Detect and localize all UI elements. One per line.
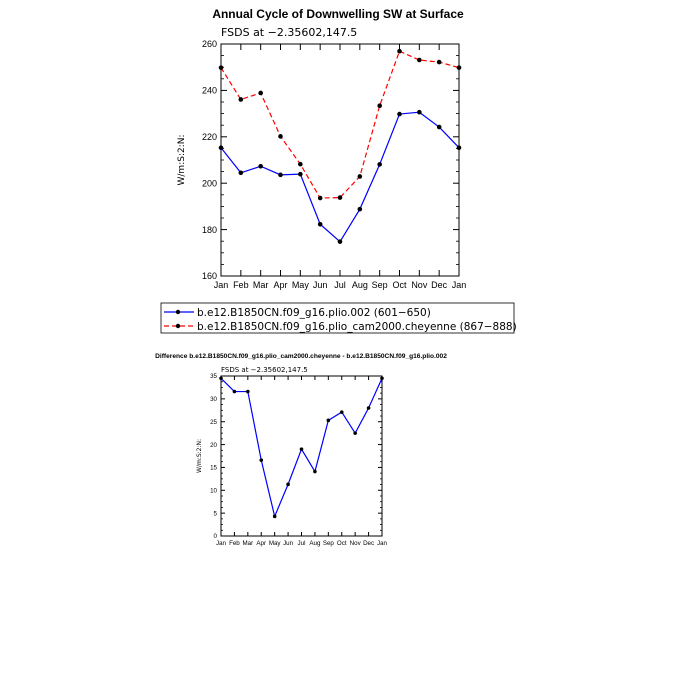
data-point	[337, 239, 343, 244]
data-point	[417, 57, 422, 63]
data-point	[278, 172, 283, 178]
data-point	[377, 103, 382, 109]
y-tick-label: 20	[210, 442, 217, 449]
data-point	[278, 134, 283, 139]
y-tick-label: 0	[214, 533, 218, 540]
x-tick-label: Jul	[334, 280, 346, 290]
data-point	[272, 514, 277, 519]
legend-label-series-2: b.e12.B1850CN.f09_g16.plio_cam2000.cheye…	[197, 321, 517, 333]
data-point	[397, 111, 402, 117]
x-tick-label: May	[292, 280, 310, 290]
y-tick-label: 5	[214, 510, 218, 517]
x-tick-label: Nov	[411, 280, 428, 290]
data-point	[218, 65, 224, 70]
chart-title: Annual Cycle of Downwelling SW at Surfac…	[212, 7, 464, 21]
data-point	[232, 389, 237, 394]
data-point	[337, 195, 343, 200]
data-point	[353, 431, 357, 435]
data-point	[238, 170, 244, 176]
x-tick-label: Jan	[452, 280, 467, 290]
annual-cycle-chart: Annual Cycle of Downwelling SW at Surfac…	[177, 7, 466, 290]
x-tick-label: Jan	[214, 280, 229, 290]
data-point	[339, 410, 344, 414]
data-point	[366, 406, 371, 410]
y-tick-label: 10	[210, 488, 217, 495]
data-point	[258, 163, 263, 169]
data-point	[397, 48, 402, 54]
data-point	[436, 59, 442, 65]
data-point	[456, 145, 462, 151]
data-point	[246, 389, 250, 394]
x-tick-label: Apr	[273, 280, 287, 290]
data-point	[317, 221, 323, 227]
x-tick-label: May	[269, 540, 282, 547]
plot-frame	[220, 375, 383, 537]
data-point	[456, 65, 462, 70]
data-point	[219, 376, 223, 381]
legend-box	[160, 302, 515, 334]
data-point	[377, 162, 382, 167]
y-axis-label: W/m:S:2:N:	[196, 439, 203, 473]
y-tick-label: 180	[202, 225, 217, 235]
data-point	[286, 482, 290, 487]
data-point	[299, 447, 304, 451]
y-tick-label: 160	[202, 271, 217, 281]
x-tick-label: Feb	[233, 280, 249, 290]
data-point	[357, 174, 363, 179]
x-tick-label: Jul	[298, 540, 306, 547]
legend-label-series-1: b.e12.B1850CN.f09_g16.plio.002 (601−650)	[197, 307, 431, 319]
series-line-1	[220, 377, 383, 519]
series-line-1	[220, 111, 460, 243]
data-point	[436, 124, 442, 130]
data-point	[417, 109, 422, 115]
data-point	[357, 206, 363, 212]
data-point	[259, 458, 264, 462]
y-tick-label: 220	[202, 132, 217, 142]
x-tick-label: Aug	[352, 280, 368, 290]
y-axis-label: W/m:S:2:N:	[177, 135, 187, 186]
y-tick-label: 240	[202, 86, 217, 96]
data-point	[298, 171, 303, 177]
x-tick-label: Feb	[229, 540, 240, 547]
x-tick-label: Mar	[253, 280, 269, 290]
data-point	[218, 145, 224, 151]
x-tick-label: Jun	[313, 280, 328, 290]
x-tick-label: Sep	[323, 540, 335, 547]
series-line-2	[220, 50, 460, 199]
x-tick-label: Oct	[392, 280, 407, 290]
data-point	[313, 469, 317, 474]
y-tick-label: 30	[210, 396, 217, 403]
y-tick-label: 25	[210, 419, 217, 426]
difference-chart: Difference b.e12.B1850CN.f09_g16.plio_ca…	[155, 353, 447, 547]
chart-subtitle: FSDS at −2.35602,147.5	[221, 26, 357, 39]
x-tick-label: Oct	[337, 540, 347, 547]
data-point	[317, 195, 323, 201]
x-tick-label: Jan	[216, 540, 227, 547]
chart-title: Difference b.e12.B1850CN.f09_g16.plio_ca…	[155, 353, 447, 360]
x-tick-label: Mar	[243, 540, 254, 547]
x-tick-label: Nov	[350, 540, 362, 547]
x-tick-label: Dec	[431, 280, 448, 290]
chart-subtitle: FSDS at −2.35602,147.5	[221, 366, 308, 374]
x-tick-label: Apr	[256, 540, 266, 547]
data-point	[298, 161, 303, 167]
data-point	[238, 97, 244, 102]
chart-legend: b.e12.B1850CN.f09_g16.plio.002 (601−650)…	[160, 302, 517, 334]
data-point	[258, 90, 263, 96]
x-tick-label: Jan	[377, 540, 388, 547]
y-tick-label: 200	[202, 178, 217, 188]
x-tick-label: Aug	[309, 540, 321, 547]
x-tick-label: Sep	[372, 280, 388, 290]
legend-marker-series-1	[175, 309, 181, 315]
y-tick-label: 15	[210, 465, 217, 472]
y-tick-label: 35	[210, 373, 217, 380]
x-tick-label: Dec	[363, 540, 374, 547]
data-point	[380, 376, 384, 381]
y-tick-label: 260	[202, 39, 217, 49]
x-tick-label: Jun	[283, 540, 294, 547]
data-point	[326, 418, 331, 423]
legend-marker-series-2	[175, 323, 181, 329]
